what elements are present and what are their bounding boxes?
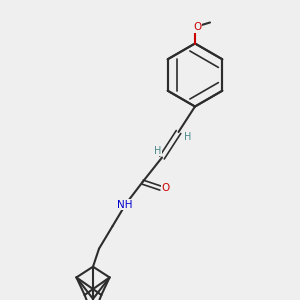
Text: H: H xyxy=(154,146,161,156)
Text: H: H xyxy=(184,132,191,142)
Text: O: O xyxy=(162,183,170,193)
Text: O: O xyxy=(193,22,202,32)
Text: NH: NH xyxy=(117,200,132,210)
